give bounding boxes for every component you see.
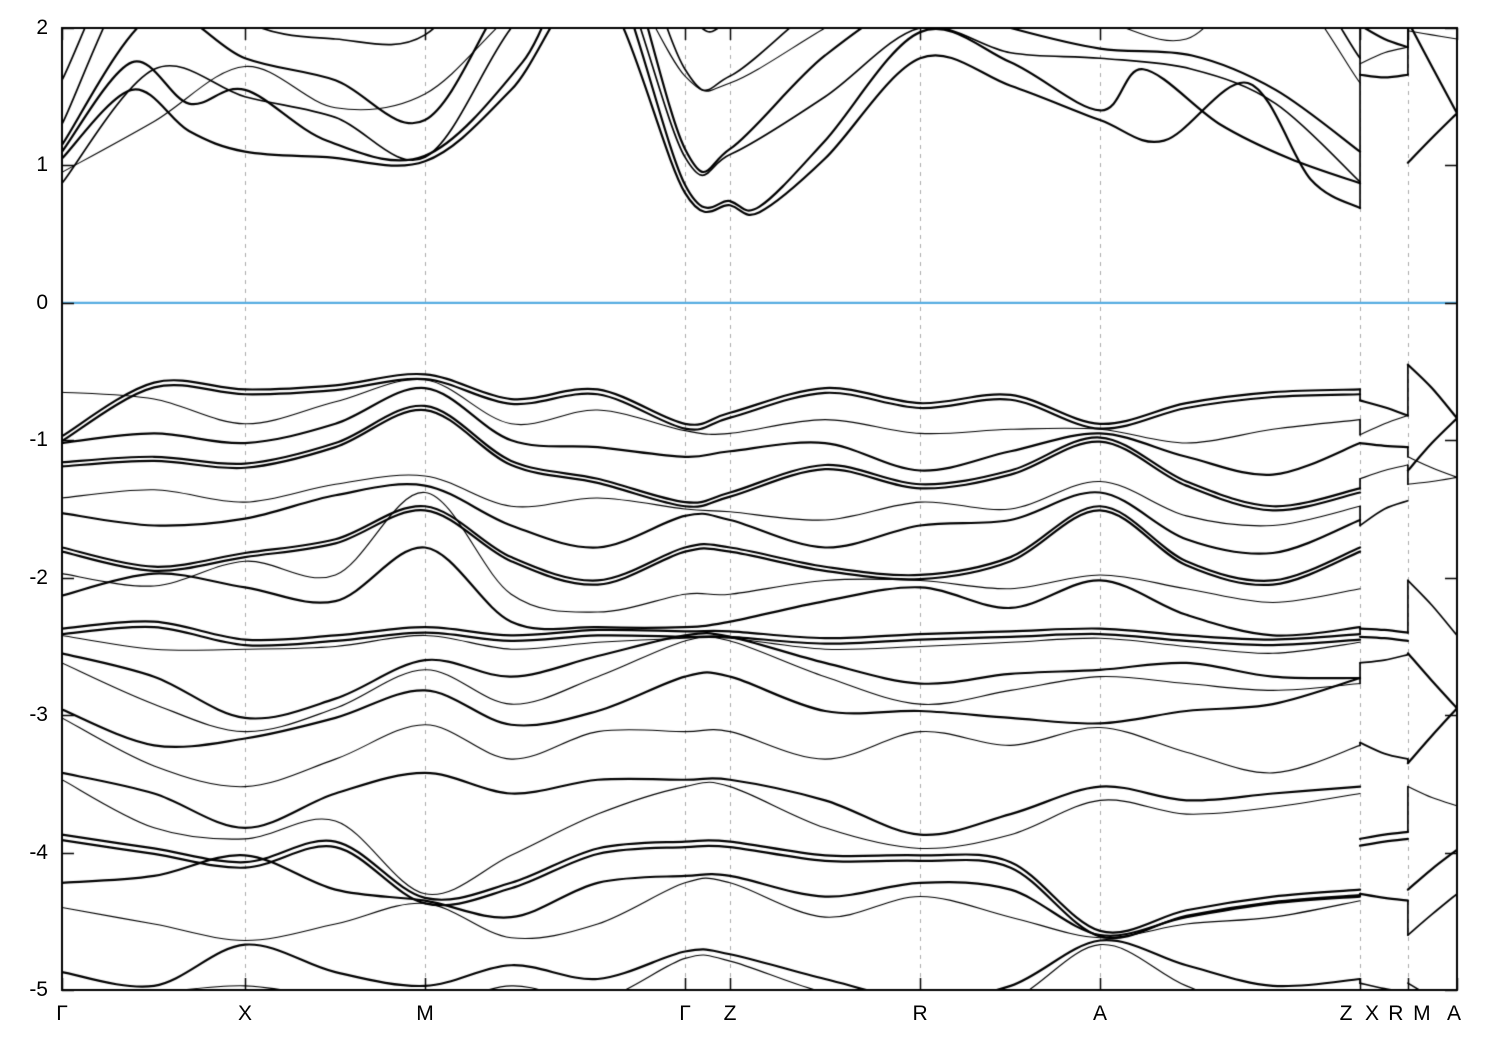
band-structure-canvas — [0, 0, 1500, 1050]
band-structure-figure: 2 1 0 -1 -2 -3 -4 -5 Γ X M Γ Z R A Z X R M A — [0, 0, 1500, 1050]
